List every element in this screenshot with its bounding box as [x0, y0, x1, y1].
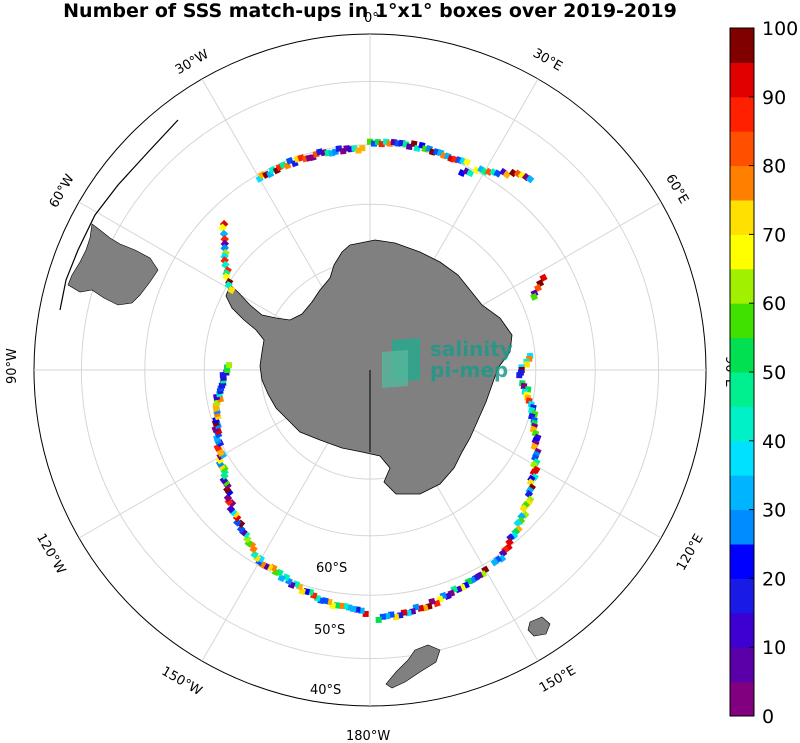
- colorbar-segment: [730, 234, 754, 270]
- matchup-cell: [525, 174, 535, 184]
- colorbar-segment: [730, 647, 754, 683]
- colorbar: [729, 27, 755, 717]
- colorbar-segment: [730, 475, 754, 511]
- matchup-cell: [433, 599, 441, 608]
- matchup-cell: [277, 574, 286, 583]
- colorbar-segment: [730, 509, 754, 545]
- colorbar-segment: [730, 165, 754, 201]
- colorbar-segment: [730, 578, 754, 614]
- lon-label-30w: 30°W: [173, 47, 212, 78]
- matchup-cell: [223, 493, 233, 503]
- colorbar-tick-label: 90: [762, 87, 786, 109]
- matchup-cell: [498, 549, 508, 558]
- salinity-pimep-watermark: salinity pi-mep: [382, 337, 513, 388]
- colorbar-segment: [730, 406, 754, 442]
- lon-label-150w: 150°W: [159, 664, 205, 699]
- lon-label-0: 0°: [364, 11, 379, 26]
- matchup-cell: [505, 537, 514, 547]
- colorbar-segment: [730, 544, 754, 579]
- south-america-coast-line: [59, 119, 179, 311]
- watermark-line1: salinity: [430, 337, 513, 361]
- matchup-cell: [523, 361, 530, 368]
- lat-label-50s: 50°S: [314, 623, 345, 638]
- colorbar-segment: [730, 96, 754, 132]
- matchup-cell: [220, 243, 229, 253]
- matchup-cell: [375, 616, 382, 624]
- map-title: Number of SSS match-ups in 1°x1° boxes o…: [63, 0, 677, 22]
- lon-label-150e: 150°E: [537, 663, 579, 696]
- lat-label-40s: 40°S: [310, 683, 341, 698]
- colorbar-segment: [730, 268, 754, 304]
- antarctica-land: [225, 239, 513, 495]
- matchup-cell: [225, 361, 233, 369]
- matchup-cell: [220, 234, 229, 244]
- colorbar-tick-label: 10: [762, 637, 786, 659]
- colorbar-tick-label: 100: [762, 18, 798, 40]
- colorbar-segment: [730, 440, 754, 476]
- tasmania-land: [527, 616, 551, 637]
- lon-label-120e: 120°E: [674, 532, 707, 574]
- colorbar-segment: [730, 200, 754, 235]
- matchup-cell: [530, 292, 539, 301]
- lon-label-60e: 60°E: [662, 172, 691, 207]
- matchup-cell: [519, 504, 528, 513]
- matchup-cell: [233, 518, 242, 527]
- lon-label-60w: 60°W: [47, 172, 78, 211]
- graticule-meridian: [78, 201, 319, 341]
- colorbar-tick-label: 70: [762, 224, 786, 246]
- matchup-cell: [250, 550, 259, 559]
- lon-label-90w: 90°W: [5, 348, 20, 384]
- matchup-cell: [493, 169, 502, 178]
- colorbar-segment: [730, 303, 754, 339]
- colorbar-segment: [730, 337, 754, 373]
- colorbar-segment: [730, 62, 754, 98]
- matchup-cell: [463, 157, 471, 166]
- matchup-cell: [490, 558, 499, 567]
- graticule-meridian: [201, 78, 341, 319]
- matchup-cell: [524, 489, 534, 499]
- colorbar-segment: [730, 131, 754, 167]
- colorbar-tick-label: 20: [762, 568, 786, 590]
- colorbar-tick-label: 50: [762, 362, 786, 384]
- matchup-cell: [227, 285, 236, 295]
- south-america-land: [67, 223, 159, 306]
- matchup-cell: [472, 166, 481, 175]
- matchup-cell: [236, 524, 246, 534]
- matchup-cell: [513, 518, 523, 528]
- matchup-cell: [218, 223, 227, 232]
- matchup-cell: [226, 504, 236, 514]
- matchup-cell: [502, 170, 511, 179]
- colorbar-tick-label: 0: [762, 706, 774, 728]
- new-zealand-south-land: [385, 644, 441, 689]
- matchup-cell: [367, 138, 373, 145]
- matchup-cell: [516, 372, 523, 379]
- colorbar-tick-label: 40: [762, 431, 786, 453]
- colorbar-tick-label: 30: [762, 500, 786, 522]
- lon-label-30e: 30°E: [530, 46, 565, 75]
- matchup-cell: [359, 145, 366, 152]
- matchup-cell: [466, 169, 475, 178]
- lat-label-60s: 60°S: [316, 561, 347, 576]
- matchup-cells: [211, 138, 548, 624]
- graticule-meridian: [78, 399, 319, 539]
- lon-label-180: 180°W: [346, 729, 390, 743]
- colorbar-segment: [730, 372, 754, 407]
- colorbar-ticks: 0 10 20 30 40 50 60 70 80 90 100: [749, 18, 798, 728]
- graticule-meridian: [201, 421, 341, 662]
- colorbar-segment: [730, 28, 754, 63]
- colorbar-segment: [730, 681, 754, 717]
- lon-label-120w: 120°W: [33, 531, 68, 577]
- matchup-cell: [219, 229, 229, 239]
- colorbar-tick-label: 80: [762, 156, 786, 178]
- colorbar-segment: [730, 612, 754, 648]
- watermark-line2: pi-mep: [430, 358, 508, 382]
- colorbar-tick-label: 60: [762, 293, 786, 315]
